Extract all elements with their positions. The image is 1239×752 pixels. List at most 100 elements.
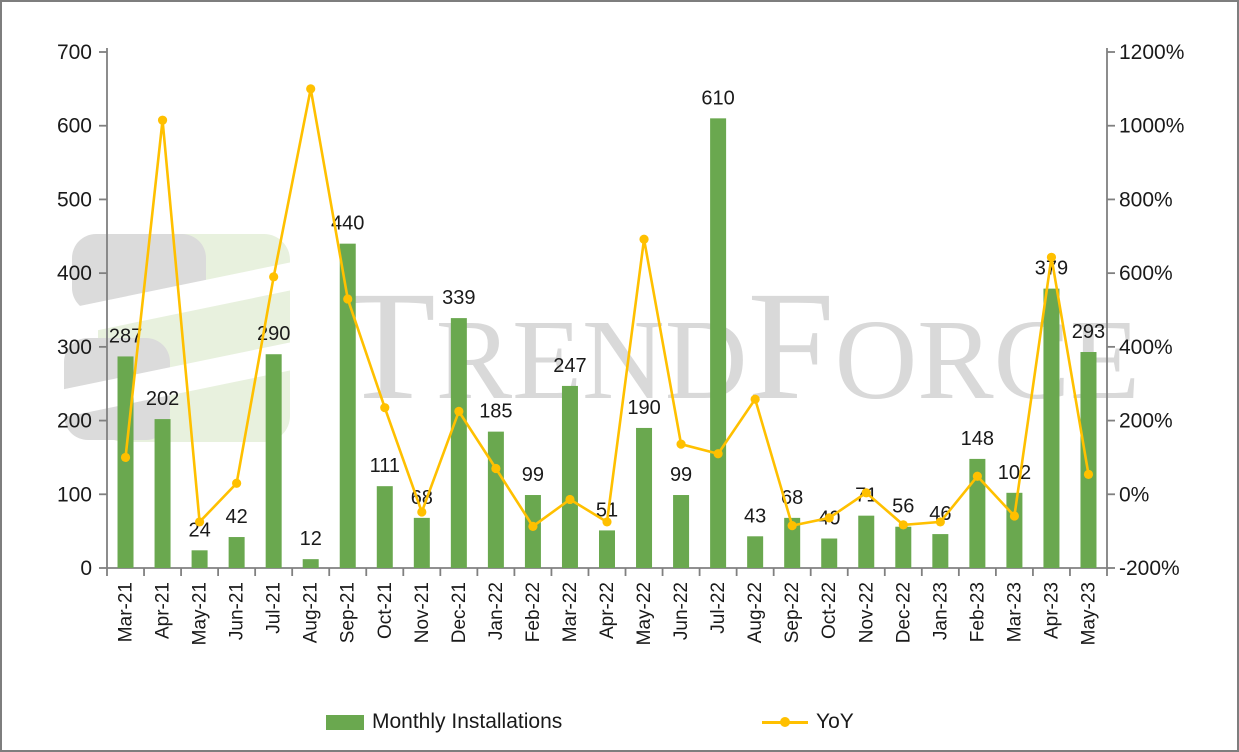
svg-text:300: 300	[57, 336, 92, 359]
svg-text:100: 100	[57, 483, 92, 506]
bar-value-label: 99	[522, 464, 544, 486]
bar-value-label: 379	[1035, 258, 1068, 280]
svg-text:600%: 600%	[1119, 262, 1173, 285]
bar	[821, 538, 838, 568]
svg-text:Jun-22: Jun-22	[671, 582, 692, 640]
svg-text:Aug-21: Aug-21	[301, 582, 322, 643]
yoy-point	[491, 463, 501, 474]
yoy-point	[306, 84, 316, 94]
bar	[339, 243, 356, 568]
bar	[599, 530, 615, 568]
svg-text:Jul-22: Jul-22	[708, 582, 729, 634]
svg-text:400%: 400%	[1119, 336, 1173, 359]
bar-value-label: 440	[331, 213, 364, 235]
yoy-point	[935, 517, 945, 527]
svg-text:May-22: May-22	[634, 582, 655, 645]
bar	[302, 559, 319, 568]
svg-text:0: 0	[80, 557, 92, 580]
svg-text:Apr-23: Apr-23	[1041, 582, 1062, 639]
yoy-point	[232, 478, 242, 488]
combo-chart: TRENDFORCE 0 100 200 300 400 500 600 700 -200% 0% 2…	[57, 41, 1184, 645]
bar	[710, 118, 727, 568]
yoy-point	[861, 488, 871, 498]
svg-text:600: 600	[57, 115, 92, 138]
bar-value-label: 51	[596, 499, 618, 521]
bar-value-label: 339	[442, 287, 475, 309]
bar-value-label: 293	[1072, 321, 1105, 343]
bar-value-label: 111	[370, 455, 400, 477]
svg-text:700: 700	[57, 41, 92, 64]
bar	[969, 458, 986, 568]
yoy-point	[1046, 252, 1057, 262]
svg-text:Apr-21: Apr-21	[153, 582, 174, 639]
legend-label-yoy: YoY	[816, 710, 854, 733]
bar-value-label: 42	[226, 506, 248, 528]
yoy-point	[565, 494, 575, 505]
svg-text:Dec-22: Dec-22	[893, 582, 914, 643]
bar-value-label: 12	[300, 528, 322, 550]
yoy-point	[972, 471, 982, 481]
yoy-point	[787, 521, 797, 531]
bar-value-label: 43	[744, 505, 766, 527]
yoy-point	[713, 449, 723, 459]
bar-value-label: 610	[701, 87, 734, 109]
bar	[450, 318, 467, 568]
yoy-point	[454, 406, 464, 416]
legend-swatch-bar	[326, 714, 364, 730]
yoy-point	[380, 403, 390, 413]
svg-text:800%: 800%	[1119, 188, 1173, 211]
svg-text:1000%: 1000%	[1119, 115, 1184, 138]
yoy-point	[269, 272, 279, 282]
bar	[1043, 288, 1060, 568]
bar-value-label: 99	[670, 464, 692, 486]
bar	[191, 550, 208, 568]
bar-value-label: 247	[553, 355, 586, 377]
bar	[747, 536, 764, 568]
svg-text:200%: 200%	[1119, 410, 1173, 433]
bar-value-label: 46	[929, 503, 951, 525]
right-axis-labels: -200% 0% 200% 400% 600% 800% 1000% 1200%	[1119, 41, 1184, 580]
bar	[1006, 492, 1023, 568]
bar	[524, 495, 541, 568]
svg-text:Mar-22: Mar-22	[560, 582, 581, 642]
legend-item-yoy: YoY	[762, 710, 854, 733]
yoy-point	[194, 517, 205, 527]
yoy-point	[676, 439, 686, 449]
svg-text:Mar-23: Mar-23	[1004, 582, 1025, 642]
yoy-point	[898, 520, 908, 530]
svg-text:May-21: May-21	[190, 582, 211, 645]
bar	[561, 385, 578, 568]
bar-value-label: 148	[961, 428, 994, 450]
svg-text:Jan-23: Jan-23	[930, 582, 951, 640]
bar-series	[117, 118, 1097, 568]
legend-label-installations: Monthly Installations	[372, 710, 563, 733]
bar	[228, 537, 245, 568]
legend-item-installations: Monthly Installations	[326, 710, 563, 733]
bar	[636, 427, 653, 568]
svg-text:1200%: 1200%	[1119, 41, 1184, 64]
bar	[784, 517, 801, 568]
bar	[895, 526, 912, 568]
svg-text:Oct-21: Oct-21	[375, 582, 396, 639]
svg-text:May-23: May-23	[1078, 582, 1099, 645]
bar	[673, 495, 690, 568]
svg-text:400: 400	[57, 262, 92, 285]
yoy-point	[602, 517, 612, 527]
bar-value-label: 287	[109, 325, 142, 347]
svg-text:Nov-22: Nov-22	[856, 582, 877, 643]
yoy-point	[1083, 469, 1094, 479]
yoy-point	[343, 294, 353, 304]
yoy-point	[750, 394, 760, 404]
watermark-text: TRENDFORCE	[340, 259, 1140, 432]
yoy-point	[1009, 511, 1020, 521]
svg-text:Jan-22: Jan-22	[486, 582, 507, 640]
yoy-point	[528, 521, 538, 531]
bar	[413, 517, 430, 568]
watermark-logo	[60, 234, 302, 442]
svg-text:200: 200	[57, 410, 92, 433]
svg-text:Jul-21: Jul-21	[264, 582, 285, 634]
svg-text:Oct-22: Oct-22	[819, 582, 840, 639]
yoy-point	[824, 513, 834, 523]
bar-value-label: 102	[998, 462, 1031, 484]
